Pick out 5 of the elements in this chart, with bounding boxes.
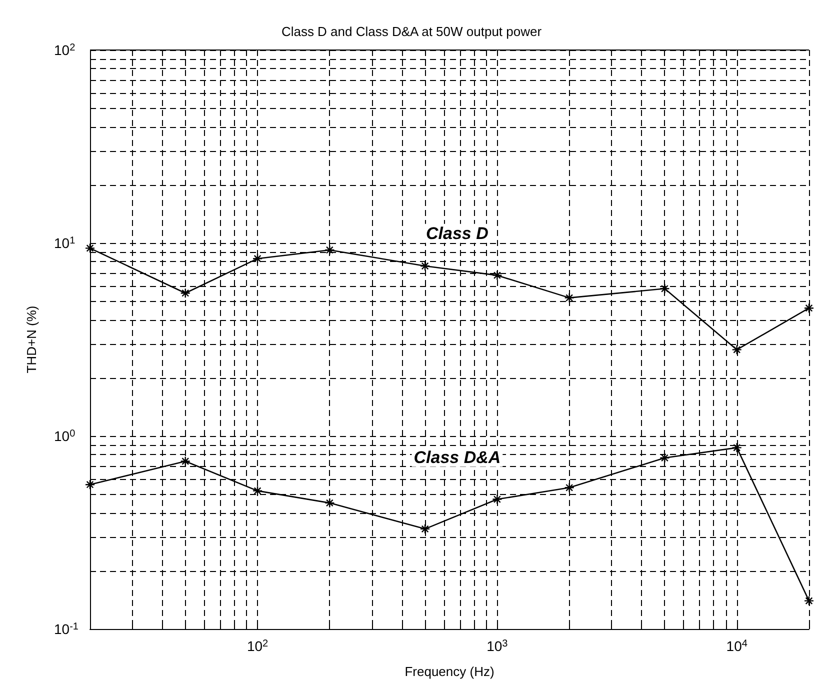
annotation: Class D xyxy=(426,224,488,243)
annotation: Class D&A xyxy=(414,448,501,467)
x-axis-title: Frequency (Hz) xyxy=(404,664,494,679)
chart-title: Class D and Class D&A at 50W output power xyxy=(281,24,542,39)
y-axis-title: THD+N (%) xyxy=(24,306,39,374)
